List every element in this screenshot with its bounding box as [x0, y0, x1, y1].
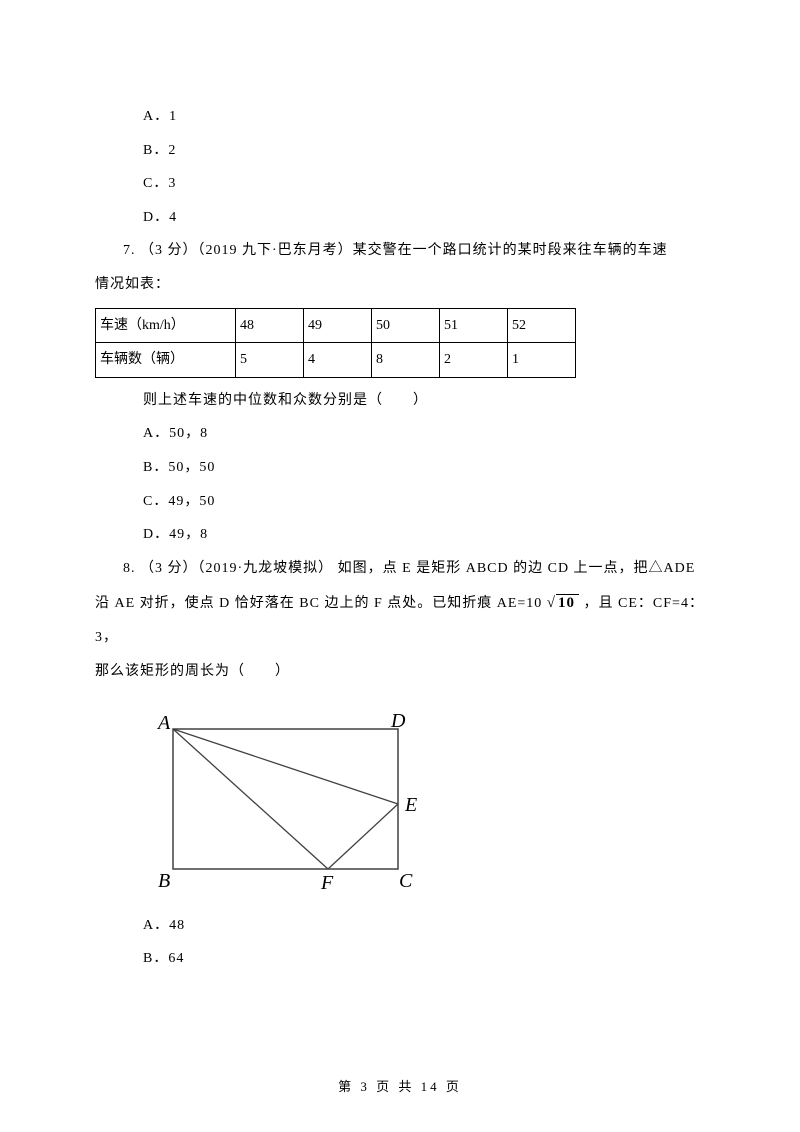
cell: 52 — [508, 308, 576, 343]
table-row: 车速（km/h） 48 49 50 51 52 — [96, 308, 576, 343]
option-6b: B．2 — [95, 134, 705, 168]
speed-table: 车速（km/h） 48 49 50 51 52 车辆数（辆） 5 4 8 2 1 — [95, 308, 576, 378]
cell: 2 — [440, 343, 508, 378]
q8-text-1: 8. （3 分）（2019·九龙坡模拟） 如图，点 E 是矩形 ABCD 的边 … — [95, 552, 705, 586]
cell: 5 — [236, 343, 304, 378]
option-6a: A．1 — [95, 100, 705, 134]
q7-text: 7. （3 分）（2019 九下·巴东月考）某交警在一个路口统计的某时段来往车辆… — [95, 234, 705, 268]
cell: 49 — [304, 308, 372, 343]
q8-line2-pre: 沿 AE 对折，使点 D 恰好落在 BC 边上的 F 点处。已知折痕 AE=10 — [95, 596, 547, 611]
cell: 51 — [440, 308, 508, 343]
q7-text-cont: 情况如表： — [95, 268, 705, 302]
page-footer: 第 3 页 共 14 页 — [0, 1071, 800, 1102]
table-row: 车辆数（辆） 5 4 8 2 1 — [96, 343, 576, 378]
q8-text-2: 沿 AE 对折，使点 D 恰好落在 BC 边上的 F 点处。已知折痕 AE=10… — [95, 585, 705, 655]
cell: 8 — [372, 343, 440, 378]
rectangle-figure: A D E C F B — [143, 709, 423, 899]
cell-label: 车辆数（辆） — [96, 343, 236, 378]
sqrt-value: 10 — [556, 594, 579, 612]
svg-text:A: A — [156, 712, 171, 734]
cell: 1 — [508, 343, 576, 378]
svg-text:C: C — [399, 870, 413, 892]
cell-label: 车速（km/h） — [96, 308, 236, 343]
option-6c: C．3 — [95, 167, 705, 201]
option-7b: B．50，50 — [95, 451, 705, 485]
page-content: A．1 B．2 C．3 D．4 7. （3 分）（2019 九下·巴东月考）某交… — [0, 0, 800, 976]
svg-text:D: D — [390, 710, 406, 732]
option-8a: A．48 — [95, 909, 705, 943]
option-6d: D．4 — [95, 201, 705, 235]
cell: 4 — [304, 343, 372, 378]
cell: 50 — [372, 308, 440, 343]
svg-text:F: F — [320, 872, 334, 894]
q8-text-3: 那么该矩形的周长为（ ） — [95, 655, 705, 689]
sqrt-icon: √10 — [547, 585, 579, 621]
svg-text:B: B — [158, 870, 170, 892]
cell: 48 — [236, 308, 304, 343]
option-7c: C．49，50 — [95, 485, 705, 519]
option-7d: D．49，8 — [95, 518, 705, 552]
q7-question: 则上述车速的中位数和众数分别是（ ） — [95, 384, 705, 418]
option-7a: A．50，8 — [95, 417, 705, 451]
option-8b: B．64 — [95, 942, 705, 976]
svg-text:E: E — [404, 794, 417, 816]
